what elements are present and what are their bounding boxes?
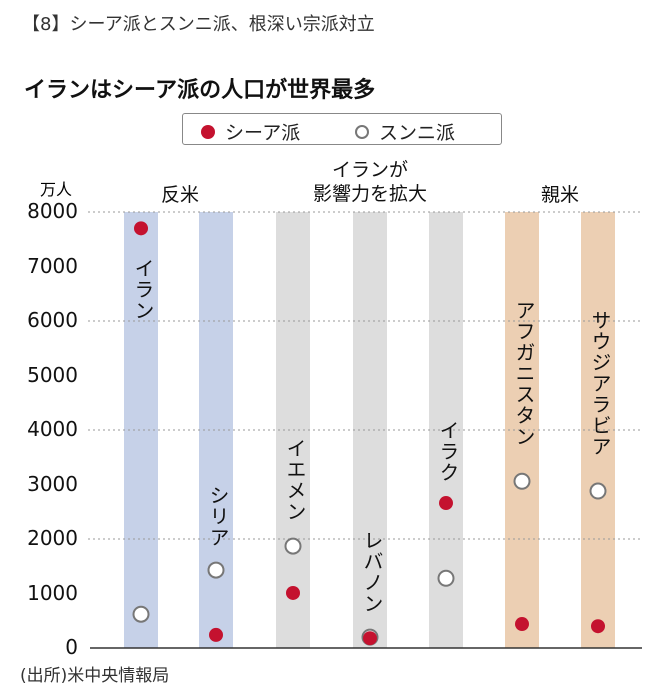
category-label: レバノン	[360, 530, 384, 614]
y-tick-label: 1000	[27, 580, 78, 605]
shia-point	[591, 619, 605, 634]
category-label: サウジアラビア	[588, 310, 612, 457]
legend-label: スンニ派	[379, 122, 456, 144]
shia-point	[209, 627, 223, 642]
filled-circle-icon	[201, 124, 215, 139]
article-heading: 【8】シーア派とスンニ派、根深い宗派対立	[22, 14, 375, 35]
shia-point	[134, 221, 148, 236]
source-note: (出所)米中央情報局	[20, 666, 170, 686]
y-tick-label: 5000	[27, 362, 78, 387]
shia-point	[439, 496, 453, 511]
group-label: 反米	[160, 184, 199, 206]
group-label-line: 影響力を拡大	[312, 183, 427, 205]
legend-item-shia: シーア派	[201, 118, 300, 145]
group-label: 親米	[540, 184, 579, 206]
y-tick-label: 3000	[27, 471, 78, 496]
legend: シーア派 スンニ派	[182, 113, 502, 145]
category-label: イラン	[131, 258, 155, 321]
y-tick-label: 6000	[27, 308, 78, 332]
sunni-point	[589, 482, 607, 500]
group-label: イランが 影響力を拡大	[290, 158, 450, 206]
legend-label: シーア派	[225, 122, 301, 144]
legend-item-sunni: スンニ派	[355, 118, 455, 145]
y-tick-label: 7000	[27, 253, 78, 278]
shia-point	[286, 585, 300, 600]
shia-point	[515, 617, 529, 632]
sunni-point	[132, 605, 150, 623]
sunni-point	[207, 561, 225, 579]
category-label: イラク	[436, 420, 460, 483]
y-tick-label: 8000	[27, 199, 78, 223]
sunni-point	[284, 537, 302, 555]
y-tick-label: 2000	[27, 526, 78, 550]
y-tick-label: 0	[65, 635, 78, 659]
open-circle-icon	[355, 124, 369, 139]
sunni-point	[513, 472, 531, 490]
category-label: シリア	[206, 485, 230, 548]
shia-point	[363, 631, 377, 646]
sunni-point	[437, 569, 455, 587]
chart-title: イランはシーア派の人口が世界最多	[24, 78, 376, 103]
group-label-line: イランが	[331, 159, 408, 181]
category-label: イエメン	[283, 438, 307, 522]
y-axis-unit: 万人	[40, 180, 73, 199]
category-label: アフガニスタン	[512, 300, 536, 447]
y-tick-label: 4000	[27, 417, 78, 441]
